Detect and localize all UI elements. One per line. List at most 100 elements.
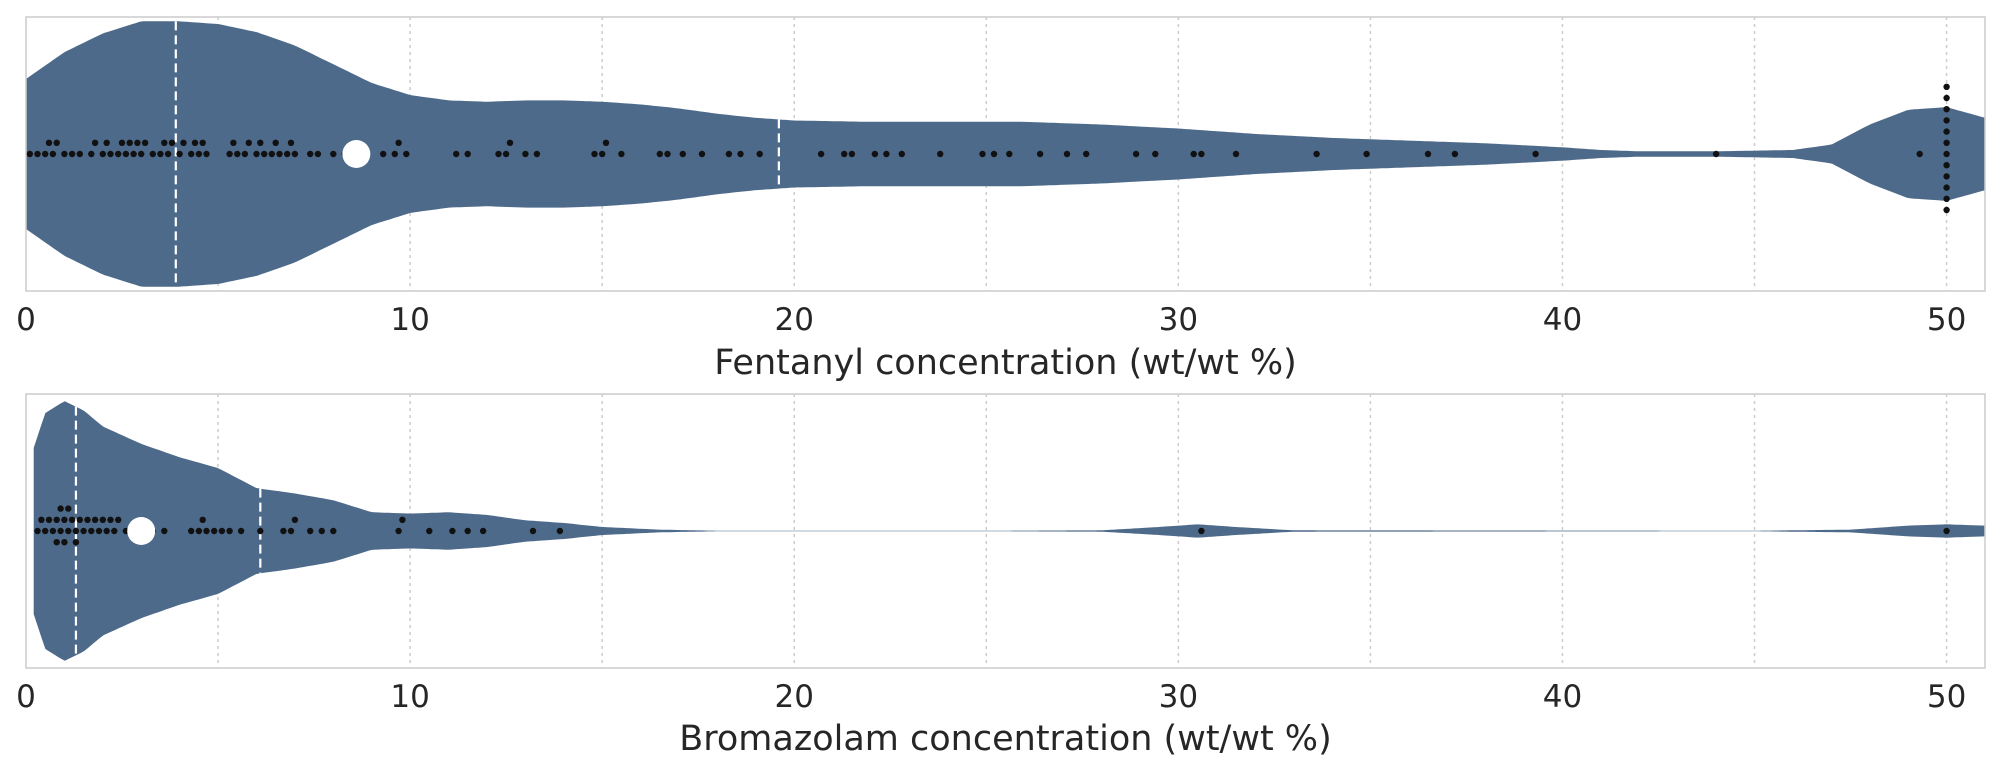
fentanyl-data-point-88: [1152, 150, 1159, 158]
fentanyl-data-point-40: [257, 139, 264, 146]
fentanyl-data-point-92: [1313, 150, 1320, 158]
fentanyl-x-tick-label-0: 0: [16, 302, 36, 338]
bromazolam-data-point-13: [68, 516, 76, 523]
fentanyl-data-point-104: [1943, 117, 1950, 124]
fentanyl-data-point-16: [122, 150, 130, 158]
fentanyl-data-point-75: [841, 150, 848, 158]
fentanyl-data-point-87: [1132, 150, 1140, 158]
bromazolam-data-point-54: [1198, 527, 1205, 535]
bromazolam-data-point-49: [449, 527, 456, 535]
bromazolam-data-point-23: [103, 527, 110, 535]
fentanyl-data-point-53: [391, 150, 398, 158]
bromazolam-data-point-37: [226, 527, 233, 535]
fentanyl-data-point-0: [26, 150, 33, 158]
fentanyl-x-tick-label-40: 40: [1543, 302, 1582, 338]
fentanyl-data-point-63: [591, 150, 598, 158]
fentanyl-data-point-110: [1943, 83, 1950, 91]
fentanyl-x-tick-label-50: 50: [1927, 302, 1966, 338]
fentanyl-data-point-37: [241, 150, 249, 158]
fentanyl-violin-body: [26, 21, 1985, 287]
fentanyl-data-point-78: [883, 150, 890, 158]
fentanyl-data-point-86: [1083, 150, 1090, 158]
fentanyl-data-point-83: [1006, 150, 1013, 158]
fentanyl-data-point-93: [1363, 150, 1370, 158]
fentanyl-data-point-79: [898, 150, 905, 158]
fentanyl-data-point-20: [138, 150, 145, 158]
bromazolam-x-tick-label-10: 10: [390, 679, 429, 715]
fentanyl-data-point-91: [1232, 150, 1240, 158]
bromazolam-data-point-32: [195, 527, 203, 535]
fentanyl-data-point-68: [664, 150, 671, 158]
bromazolam-data-point-8: [57, 505, 64, 512]
fentanyl-data-point-39: [253, 150, 260, 158]
bromazolam-data-point-12: [65, 505, 72, 512]
bromazolam-panel: 0 10 20 30 40 50 Bromazolam concentration (wt/…: [16, 393, 1986, 759]
bromazolam-data-point-11: [65, 527, 72, 535]
bromazolam-data-point-48: [426, 527, 433, 535]
bromazolam-violin-body: [33, 401, 1986, 661]
fentanyl-data-point-35: [230, 139, 237, 146]
fentanyl-data-point-29: [188, 150, 195, 158]
fentanyl-data-point-25: [164, 150, 172, 158]
fentanyl-data-point-4: [49, 150, 57, 158]
fentanyl-data-point-71: [725, 150, 733, 158]
bromazolam-x-tick-label-40: 40: [1543, 679, 1582, 715]
fentanyl-data-point-19: [134, 139, 141, 146]
fentanyl-data-point-81: [979, 150, 986, 158]
fentanyl-data-point-95: [1451, 150, 1459, 158]
fentanyl-data-point-14: [115, 150, 122, 158]
bromazolam-data-point-38: [237, 527, 245, 535]
bromazolam-data-point-6: [53, 539, 60, 546]
fentanyl-data-point-67: [656, 150, 663, 158]
fentanyl-data-point-48: [307, 150, 314, 158]
fentanyl-data-point-36: [234, 150, 241, 158]
bromazolam-data-point-20: [91, 516, 99, 523]
fentanyl-data-point-24: [161, 139, 168, 146]
fentanyl-data-point-28: [180, 139, 187, 146]
fentanyl-data-point-98: [1916, 150, 1923, 158]
fentanyl-data-point-11: [99, 150, 107, 158]
bromazolam-x-axis-title: Bromazolam concentration (wt/wt %): [679, 719, 1331, 759]
fentanyl-data-point-3: [45, 139, 53, 146]
fentanyl-data-point-101: [1943, 162, 1950, 169]
fentanyl-data-point-10: [91, 139, 99, 146]
bromazolam-data-point-26: [115, 516, 122, 523]
bromazolam-data-point-5: [53, 516, 60, 523]
bromazolam-data-point-46: [395, 527, 402, 535]
fentanyl-data-point-61: [522, 150, 529, 158]
bromazolam-data-point-53: [556, 527, 564, 535]
bromazolam-data-point-31: [188, 527, 195, 535]
fentanyl-data-point-76: [848, 150, 856, 158]
fentanyl-data-point-106: [1943, 106, 1950, 113]
fentanyl-data-point-80: [937, 150, 944, 158]
bromazolam-data-point-19: [88, 527, 95, 535]
fentanyl-x-axis-title: Fentanyl concentration (wt/wt %): [714, 343, 1297, 383]
fentanyl-data-point-103: [1943, 173, 1950, 180]
bromazolam-data-point-55: [1943, 527, 1950, 535]
fentanyl-panel: 0 10 20 30 40 50 Fentanyl concentration (wt/wt…: [16, 16, 1986, 383]
fentanyl-data-point-15: [118, 139, 126, 146]
fentanyl-data-point-74: [817, 150, 825, 158]
fentanyl-data-point-100: [1943, 139, 1950, 146]
bromazolam-data-point-1: [38, 516, 45, 523]
bromazolam-x-tick-label-50: 50: [1927, 679, 1966, 715]
fentanyl-data-point-90: [1198, 150, 1205, 158]
bromazolam-data-point-10: [61, 539, 68, 546]
fentanyl-data-point-62: [533, 150, 541, 158]
fentanyl-data-point-85: [1063, 150, 1071, 158]
fentanyl-data-point-6: [61, 150, 68, 158]
bromazolam-data-point-34: [203, 527, 210, 535]
fentanyl-data-point-64: [599, 150, 606, 158]
bromazolam-data-point-22: [99, 516, 107, 523]
bromazolam-data-point-47: [399, 516, 406, 523]
fentanyl-data-point-69: [679, 150, 686, 158]
fentanyl-data-point-45: [284, 150, 291, 158]
bromazolam-data-point-21: [95, 527, 103, 535]
fentanyl-data-point-109: [1943, 206, 1950, 214]
bromazolam-data-point-3: [45, 516, 53, 523]
fentanyl-x-tick-label-10: 10: [390, 302, 429, 338]
bromazolam-data-point-35: [211, 527, 218, 535]
fentanyl-data-point-107: [1943, 195, 1950, 202]
fentanyl-data-point-5: [53, 139, 60, 146]
fentanyl-data-point-38: [245, 139, 252, 146]
